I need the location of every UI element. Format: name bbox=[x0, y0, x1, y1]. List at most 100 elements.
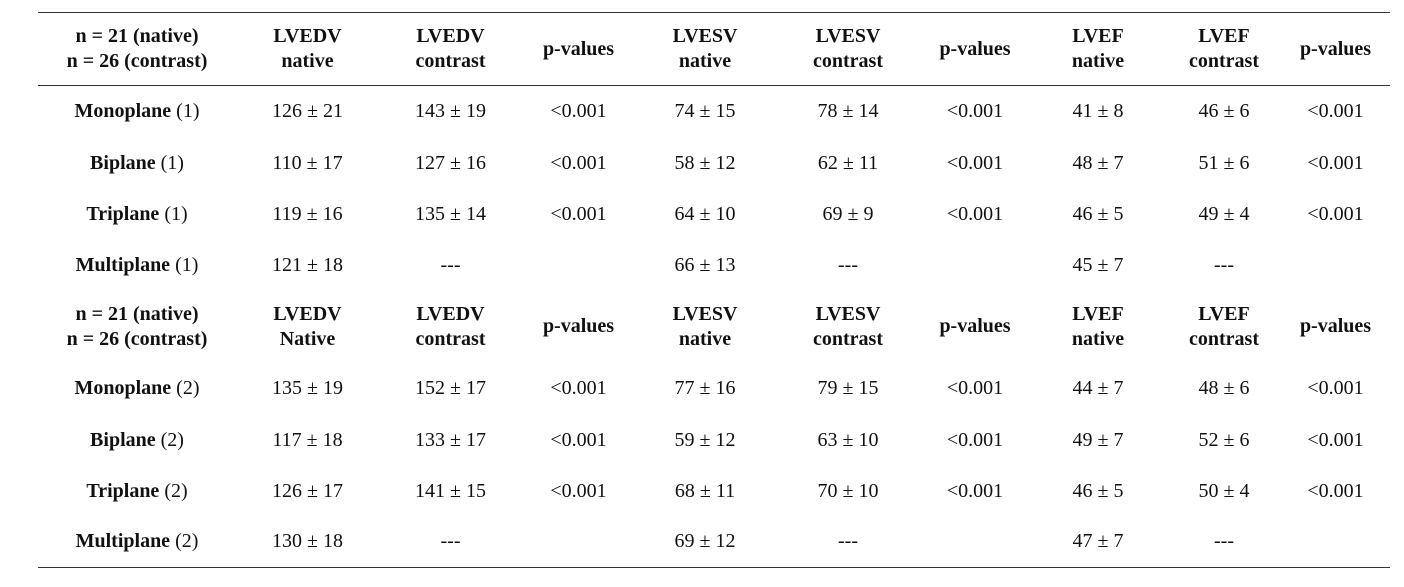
column-header: LVEF native bbox=[1029, 13, 1167, 86]
value-cell: 48 ± 6 bbox=[1198, 377, 1250, 399]
column-header-line1: LVEF bbox=[1198, 302, 1250, 325]
value-cell: 45 ± 7 bbox=[1072, 253, 1124, 276]
value-cell: <0.001 bbox=[550, 100, 607, 123]
value-cell: --- bbox=[440, 253, 461, 276]
column-header-line2: contrast bbox=[813, 50, 883, 72]
column-header-line1: LVEDV bbox=[416, 302, 485, 325]
column-header-line1: LVESV bbox=[815, 302, 881, 325]
method-ref: (2) bbox=[160, 428, 184, 451]
value-cell: <0.001 bbox=[1307, 151, 1364, 174]
group-size-contrast: n = 26 (contrast) bbox=[66, 50, 208, 72]
method-name: Biplane bbox=[90, 151, 156, 174]
value-cell: 58 ± 12 bbox=[674, 151, 736, 174]
value-cell: 127 ± 16 bbox=[415, 151, 486, 174]
method-cell: Multiplane (2) bbox=[38, 517, 236, 568]
value-cell: 110 ± 17 bbox=[272, 151, 343, 174]
column-header-line1: LVEF bbox=[1072, 302, 1124, 325]
column-header: p-values bbox=[921, 291, 1029, 363]
method-cell: Monoplane (2) bbox=[38, 363, 236, 415]
value-cell: 74 ± 15 bbox=[674, 100, 736, 123]
value-cell: 49 ± 4 bbox=[1198, 202, 1250, 225]
value-cell: 44 ± 7 bbox=[1072, 377, 1124, 399]
value-cell: 51 ± 6 bbox=[1198, 151, 1250, 174]
method-cell: Triplane (2) bbox=[38, 466, 236, 517]
value-cell: <0.001 bbox=[946, 377, 1004, 399]
method-name: Monoplane bbox=[74, 100, 172, 123]
method-cell: Biplane (2) bbox=[38, 415, 236, 466]
value-cell: 50 ± 4 bbox=[1198, 479, 1250, 502]
value-cell: 119 ± 16 bbox=[272, 202, 343, 225]
value-cell: <0.001 bbox=[1307, 100, 1364, 123]
table-row: Monoplane (1) 126 ± 21 143 ± 19 <0.001 74 ± … bbox=[38, 86, 1390, 138]
value-cell bbox=[921, 517, 1029, 568]
method-name: Multiplane bbox=[75, 530, 171, 553]
column-header-line2: contrast bbox=[415, 327, 486, 350]
value-cell: 78 ± 14 bbox=[817, 100, 879, 123]
value-cell: <0.001 bbox=[550, 479, 607, 502]
column-header-line1: p-values bbox=[939, 315, 1011, 337]
method-name: Triplane bbox=[86, 202, 160, 225]
results-table-container: n = 21 (native) n = 26 (contrast) LVEDV nat… bbox=[38, 12, 1390, 568]
header-row: n = 21 (native) n = 26 (contrast) LVEDV nat… bbox=[38, 12, 1390, 86]
column-header-line1: LVEF bbox=[1072, 25, 1124, 47]
value-cell: 59 ± 12 bbox=[674, 428, 736, 451]
value-cell: --- bbox=[1214, 530, 1234, 553]
method-name: Monoplane bbox=[74, 377, 172, 399]
column-header-line1: p-values bbox=[1299, 37, 1372, 60]
value-cell: <0.001 bbox=[550, 151, 607, 174]
value-cell: 49 ± 7 bbox=[1072, 428, 1124, 451]
value-cell: 126 ± 17 bbox=[272, 479, 343, 502]
method-ref: (2) bbox=[175, 530, 199, 553]
value-cell: <0.001 bbox=[1307, 428, 1364, 451]
column-header-line2: native bbox=[1071, 50, 1125, 72]
value-cell: 41 ± 8 bbox=[1072, 100, 1124, 123]
value-cell: 79 ± 15 bbox=[817, 377, 879, 399]
value-cell: 152 ± 17 bbox=[415, 377, 486, 399]
value-cell: 143 ± 19 bbox=[415, 100, 486, 123]
column-header-line2: contrast bbox=[415, 50, 486, 72]
column-header-line1: p-values bbox=[542, 37, 615, 60]
value-cell: 62 ± 11 bbox=[817, 151, 879, 174]
value-cell: 63 ± 10 bbox=[817, 428, 879, 451]
value-cell: <0.001 bbox=[946, 479, 1004, 502]
value-cell: --- bbox=[440, 530, 461, 553]
value-cell: 52 ± 6 bbox=[1198, 428, 1250, 451]
method-name: Multiplane bbox=[75, 253, 171, 276]
column-header-line1: LVESV bbox=[815, 25, 881, 47]
column-header: LVEDV Native bbox=[236, 291, 379, 363]
column-header: p-values bbox=[921, 13, 1029, 86]
value-cell: <0.001 bbox=[550, 202, 607, 225]
table-row: Triplane (2) 126 ± 17 141 ± 15 <0.001 68 ± 1… bbox=[38, 466, 1390, 517]
method-ref: (2) bbox=[176, 377, 200, 399]
table-row: Triplane (1) 119 ± 16 135 ± 14 <0.001 64 ± 1… bbox=[38, 189, 1390, 240]
value-cell: <0.001 bbox=[550, 428, 607, 451]
method-ref: (1) bbox=[175, 253, 199, 276]
column-header-line1: LVESV bbox=[672, 25, 738, 47]
column-header-line1: p-values bbox=[939, 37, 1011, 60]
table-body: n = 21 (native) n = 26 (contrast) LVEDV nat… bbox=[38, 12, 1390, 568]
value-cell: --- bbox=[838, 253, 858, 276]
method-cell: Monoplane (1) bbox=[38, 86, 236, 138]
column-header: LVEF contrast bbox=[1167, 13, 1281, 86]
method-name: Biplane bbox=[90, 428, 156, 451]
column-header: LVESV contrast bbox=[775, 291, 921, 363]
column-header: LVEDV native bbox=[236, 13, 379, 86]
value-cell: 69 ± 12 bbox=[674, 530, 736, 553]
value-cell: <0.001 bbox=[946, 202, 1004, 225]
column-header-line1: p-values bbox=[542, 315, 615, 337]
table-row: Multiplane (2) 130 ± 18 --- 69 ± 12 --- 47 ± … bbox=[38, 517, 1390, 568]
method-ref: (1) bbox=[164, 202, 188, 225]
value-cell: 48 ± 7 bbox=[1072, 151, 1124, 174]
value-cell: 133 ± 17 bbox=[415, 428, 486, 451]
column-header-line1: p-values bbox=[1299, 315, 1372, 337]
column-header-line1: LVESV bbox=[672, 302, 738, 325]
column-header-line2: Native bbox=[279, 327, 336, 350]
value-cell bbox=[1281, 517, 1390, 568]
group-size-native: n = 21 (native) bbox=[75, 302, 199, 325]
value-cell: 66 ± 13 bbox=[674, 253, 736, 276]
method-cell: Triplane (1) bbox=[38, 189, 236, 240]
method-cell: Multiplane (1) bbox=[38, 240, 236, 291]
column-header-line1: LVEF bbox=[1198, 25, 1250, 47]
value-cell: 77 ± 16 bbox=[674, 377, 736, 399]
group-size-native: n = 21 (native) bbox=[75, 25, 199, 47]
